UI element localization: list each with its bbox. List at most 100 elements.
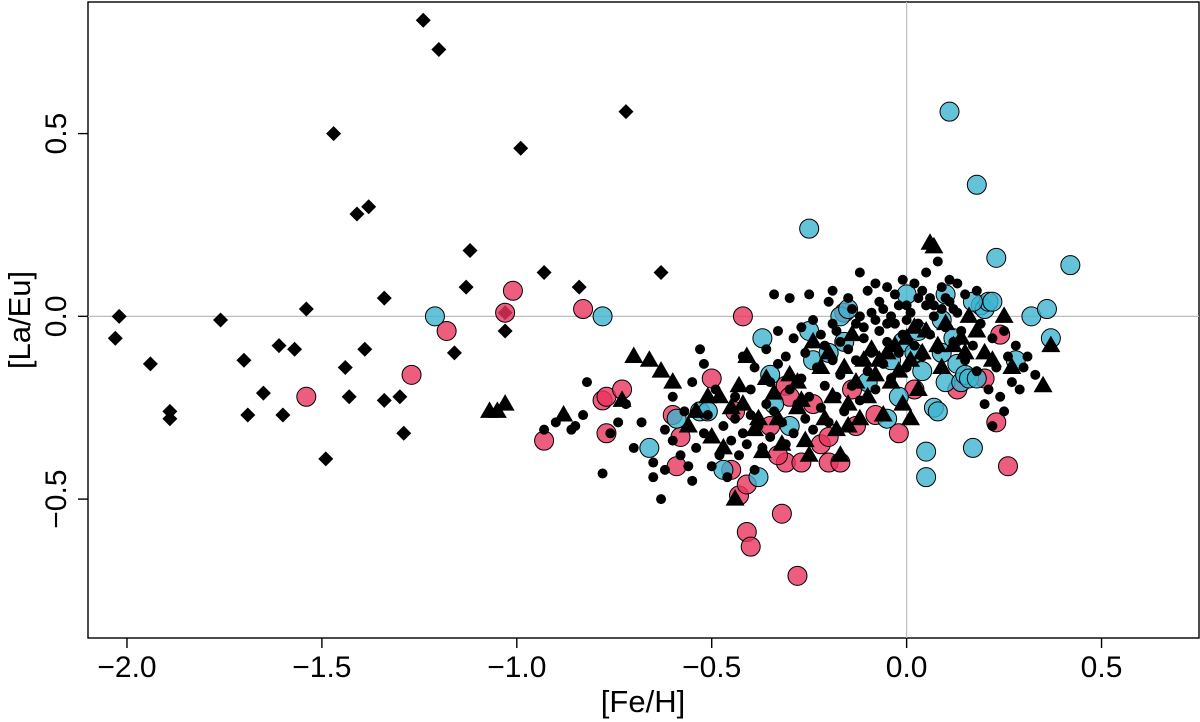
dot-point bbox=[897, 329, 908, 340]
red-circle-point bbox=[701, 368, 722, 389]
cyan-circle-point bbox=[1036, 299, 1057, 320]
diamond-point bbox=[213, 312, 229, 328]
triangle-point bbox=[678, 416, 698, 433]
dot-point bbox=[979, 347, 990, 358]
triangle-point bbox=[495, 394, 515, 411]
x-tick-label: −1.0 bbox=[487, 651, 546, 684]
dot-point bbox=[870, 384, 881, 395]
dot-point bbox=[780, 439, 791, 450]
dot-point bbox=[878, 304, 889, 315]
dot-point bbox=[909, 278, 920, 289]
dot-point bbox=[1006, 377, 1017, 388]
dot-point bbox=[870, 278, 881, 289]
dot-point bbox=[714, 450, 725, 461]
diamond-point bbox=[236, 352, 252, 368]
triangle-point bbox=[795, 430, 815, 448]
triangle-point bbox=[1002, 357, 1022, 375]
dot-point bbox=[917, 285, 928, 296]
dot-point bbox=[882, 282, 893, 293]
diamond-point bbox=[618, 104, 634, 120]
dot-point bbox=[683, 461, 694, 472]
triangle-point bbox=[834, 357, 854, 375]
dot-point bbox=[698, 428, 709, 439]
dot-point bbox=[800, 413, 811, 424]
dot-point bbox=[819, 380, 830, 391]
dot-point bbox=[753, 421, 764, 431]
dot-point bbox=[889, 289, 900, 300]
triangle-point bbox=[885, 335, 905, 353]
triangle-point bbox=[982, 350, 1002, 367]
dot-point bbox=[831, 325, 842, 336]
diamond-point bbox=[326, 126, 342, 142]
diamond-point bbox=[275, 407, 291, 423]
dot-point bbox=[905, 307, 916, 318]
dot-point bbox=[741, 439, 752, 450]
triangle-point bbox=[838, 394, 858, 411]
triangle-point bbox=[554, 405, 574, 422]
dot-point bbox=[730, 413, 741, 424]
diamond-point bbox=[318, 451, 334, 467]
dot-point bbox=[687, 475, 698, 486]
triangle-point bbox=[729, 375, 749, 393]
dot-point bbox=[656, 494, 667, 505]
diamond-point bbox=[396, 425, 412, 441]
cyan-circle-point bbox=[424, 306, 445, 327]
dot-point bbox=[819, 340, 830, 351]
dot-point bbox=[921, 300, 932, 311]
dot-point bbox=[788, 333, 799, 344]
dot-point bbox=[999, 325, 1010, 336]
triangle-point bbox=[865, 364, 885, 382]
diamond-point bbox=[446, 345, 462, 361]
dot-point bbox=[882, 318, 893, 329]
dot-point bbox=[850, 318, 861, 329]
dot-point bbox=[667, 391, 678, 402]
diamond-point bbox=[240, 407, 256, 423]
dot-point bbox=[737, 351, 748, 362]
diamond-point bbox=[271, 338, 287, 354]
dot-point bbox=[827, 285, 838, 296]
dot-point bbox=[835, 369, 846, 380]
red-circle-point bbox=[495, 302, 516, 323]
cyan-circle-point bbox=[939, 101, 960, 122]
dot-point bbox=[749, 464, 760, 475]
red-circle-point bbox=[401, 364, 422, 385]
dot-point bbox=[765, 377, 776, 388]
triangle-point bbox=[893, 394, 913, 411]
dot-point bbox=[761, 344, 772, 355]
red-circle-point bbox=[573, 299, 594, 320]
dot-point bbox=[936, 304, 947, 315]
dot-point bbox=[952, 278, 963, 289]
diamond-point bbox=[458, 279, 474, 295]
cyan-circle-point bbox=[966, 174, 987, 195]
diamond-point bbox=[255, 385, 271, 401]
diamond-point bbox=[513, 140, 529, 156]
dot-point bbox=[897, 274, 908, 285]
dot-point bbox=[679, 406, 690, 417]
diamond-point bbox=[361, 199, 377, 215]
y-tick-label: −0.5 bbox=[40, 469, 73, 528]
dot-point bbox=[889, 318, 900, 329]
dot-point bbox=[827, 355, 838, 366]
dot-point bbox=[866, 347, 877, 358]
dot-point bbox=[909, 340, 920, 351]
diamond-point bbox=[357, 341, 373, 357]
triangle-point bbox=[799, 445, 819, 462]
x-axis-title: [Fe/H] bbox=[601, 684, 685, 719]
diamond-point bbox=[415, 12, 431, 28]
dot-point bbox=[811, 362, 822, 373]
dot-point bbox=[757, 442, 768, 453]
triangle-point bbox=[713, 437, 733, 455]
dot-point bbox=[991, 362, 1002, 373]
triangle-point bbox=[873, 405, 893, 422]
triangle-point bbox=[733, 394, 753, 411]
x-tick-label: −0.5 bbox=[682, 651, 741, 684]
diamond-point bbox=[497, 323, 513, 339]
dot-point bbox=[858, 333, 869, 344]
red-circle-point bbox=[740, 536, 761, 557]
dot-point bbox=[866, 307, 877, 318]
dot-point bbox=[874, 296, 885, 307]
dot-point bbox=[691, 442, 702, 453]
cyan-circle-point bbox=[1060, 255, 1081, 276]
y-tick-label: 0.0 bbox=[40, 295, 73, 337]
triangle-point bbox=[830, 445, 850, 462]
